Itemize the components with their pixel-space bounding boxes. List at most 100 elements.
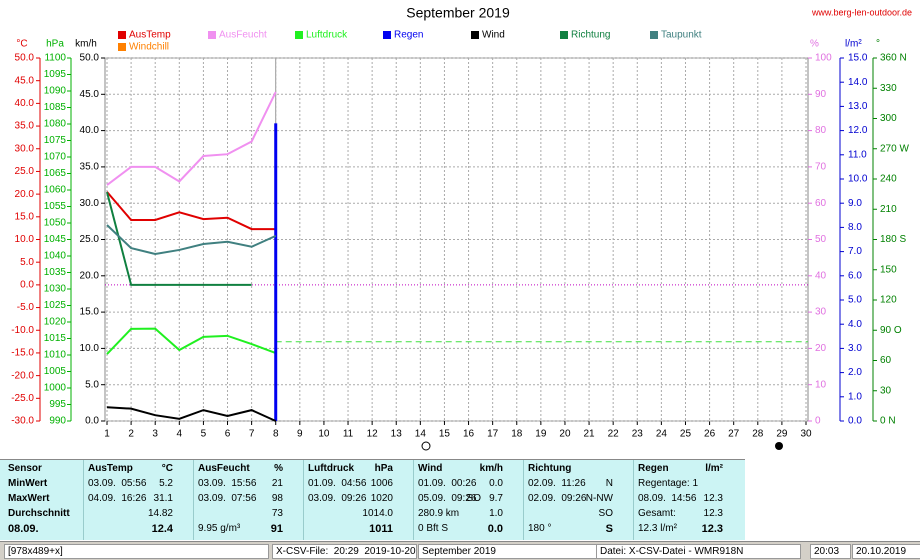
cell-value: 12.4 [151, 523, 173, 535]
cell-text: 9.95 g/m³ [198, 523, 241, 534]
y-tick-label: 9.0 [848, 198, 862, 209]
y-tick-label: 100 [815, 53, 832, 64]
cell-value: S [605, 523, 613, 535]
y-tick-label: 11.0 [848, 149, 867, 160]
legend-label: Taupunkt [661, 30, 702, 41]
x-tick-label: 4 [177, 429, 183, 440]
axis-title: ° [876, 39, 880, 50]
stats-table: Sensor AusTemp °C AusFeucht% Luftdruck hPa Win… [0, 459, 745, 540]
y-tick-label: 70 [815, 162, 827, 173]
chart-title: September 2019 [406, 5, 510, 21]
y-tick-label: 12.0 [848, 125, 868, 136]
cell-text: 12.3 l/m² [638, 523, 677, 534]
y-tick-label: -15.0 [11, 348, 34, 359]
y-tick-label: 5.0 [85, 379, 99, 390]
column-separator [303, 460, 304, 540]
column-separator [83, 460, 84, 540]
y-tick-label: 0.0 [848, 416, 862, 427]
series-line [106, 191, 252, 286]
series-line [106, 327, 277, 355]
series-line [106, 224, 277, 256]
y-tick-label: 210 [880, 204, 897, 215]
status-bar: [978x489+x] X-CSV-File: 20:29 2019-10-20 S… [0, 541, 920, 560]
y-tick-label: 5.0 [848, 295, 862, 306]
legend-label: Luftdruck [306, 30, 348, 41]
cell-value: 12.3 [701, 523, 723, 535]
cell-value: 1020 [370, 493, 393, 504]
y-tick-label: 1060 [44, 185, 67, 196]
axis-title: °C [16, 39, 27, 50]
legend-label: Windchill [129, 42, 169, 53]
x-tick-label: 27 [728, 429, 740, 440]
legend-label: Wind [482, 30, 505, 41]
column-header: Sensor [8, 463, 42, 474]
y-tick-label: 1070 [44, 152, 67, 163]
x-tick-label: 20 [559, 429, 571, 440]
cell-text: 180 ° [528, 523, 552, 534]
axis-title: km/h [75, 39, 97, 50]
y-tick-label: 1055 [44, 201, 67, 212]
column-separator [193, 460, 194, 540]
x-tick-label: 16 [463, 429, 475, 440]
y-tick-label: -10.0 [11, 325, 34, 336]
y-tick-label: 990 [49, 416, 66, 427]
y-tick-label: 20.0 [15, 189, 35, 200]
y-tick-label: 50.0 [15, 53, 35, 64]
cell-text: 03.09. 07:56 [198, 493, 257, 504]
cell-text: 04.09. 16:26 [88, 493, 147, 504]
y-tick-label: 60 [880, 355, 892, 366]
cell-text: 05.09. 09:26 [418, 493, 477, 504]
cell-value: 1.0 [489, 508, 503, 519]
cell-text: 01.09. 00:26 [418, 478, 477, 489]
y-tick-label: 45.0 [15, 75, 35, 86]
y-tick-label: 10.0 [15, 234, 35, 245]
y-tick-label: -5.0 [17, 302, 35, 313]
cell-value: 14.82 [147, 508, 173, 519]
x-tick-label: 3 [152, 429, 158, 440]
y-tick-label: 6.0 [848, 270, 862, 281]
y-tick-label: 0.0 [20, 280, 34, 291]
cell-text: Gesamt: [638, 508, 676, 519]
cell-value: 91 [270, 523, 283, 535]
y-tick-label: 10.0 [848, 174, 868, 185]
cell-value: 5.2 [159, 478, 173, 489]
x-tick-label: 29 [776, 429, 788, 440]
y-tick-label: 25.0 [80, 234, 100, 245]
y-tick-label: 90 O [880, 325, 902, 336]
status-field: 20.10.2019 [852, 544, 920, 559]
y-tick-label: 150 [880, 264, 897, 275]
cell-text: 08.09. 14:56 [638, 493, 697, 504]
y-tick-label: 1050 [44, 218, 67, 229]
legend-swatch [471, 31, 479, 39]
y-tick-label: 80 [815, 125, 827, 136]
column-header: AusFeucht [198, 463, 250, 474]
y-tick-label: 14.0 [848, 77, 868, 88]
cell-text: 03.09. 05:56 [88, 478, 147, 489]
y-tick-label: 3.0 [848, 343, 862, 354]
row-label: MaxWert [8, 493, 50, 504]
column-header: Regen [638, 463, 669, 474]
column-header: Wind [418, 463, 443, 474]
row-label: 08.09. [8, 523, 39, 535]
column-unit: hPa [374, 463, 393, 474]
y-tick-label: 15.0 [848, 53, 868, 64]
y-tick-label: 45.0 [80, 89, 100, 100]
x-tick-label: 10 [318, 429, 330, 440]
y-tick-label: 1.0 [848, 391, 862, 402]
y-tick-label: 13.0 [848, 101, 868, 112]
y-tick-label: 0 N [880, 416, 896, 427]
axis-title: l/m² [845, 39, 862, 50]
y-tick-label: 0.0 [85, 416, 99, 427]
y-tick-label: 40.0 [15, 98, 35, 109]
axis-title: hPa [46, 39, 64, 50]
cell-text: 01.09. 04:56 [308, 478, 367, 489]
y-tick-label: 4.0 [848, 319, 862, 330]
legend-swatch [208, 31, 216, 39]
cell-value: 1006 [370, 478, 393, 489]
y-tick-label: 0 [815, 416, 821, 427]
x-tick-label: 21 [584, 429, 596, 440]
x-tick-label: 1 [104, 429, 110, 440]
column-unit: km/h [479, 463, 503, 474]
x-tick-label: 12 [367, 429, 379, 440]
